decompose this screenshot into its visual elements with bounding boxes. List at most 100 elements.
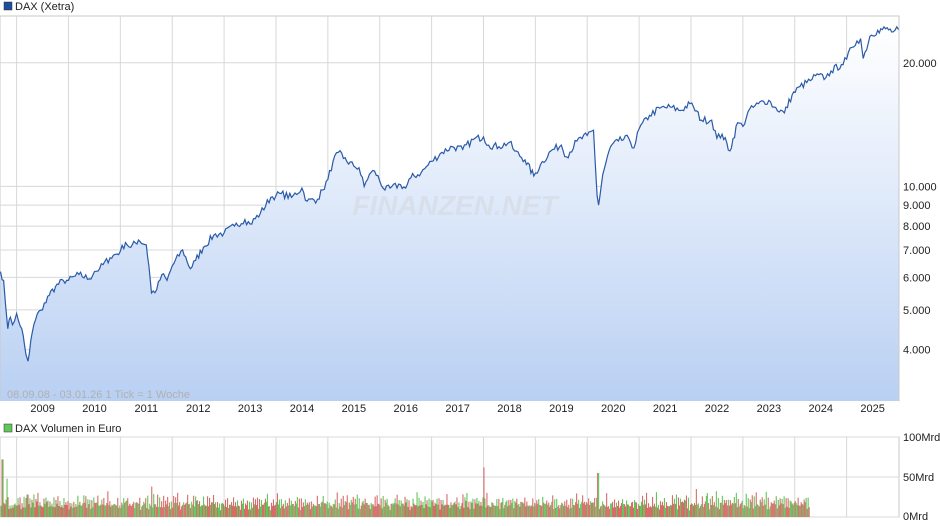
- volume-bar: [665, 502, 667, 517]
- volume-bar: [329, 505, 331, 517]
- volume-bar: [455, 504, 457, 517]
- volume-bar: [612, 501, 614, 517]
- volume-bar: [505, 501, 507, 517]
- volume-bar: [296, 497, 298, 517]
- volume-bar: [688, 510, 690, 517]
- volume-bar: [100, 504, 102, 517]
- volume-bar: [348, 502, 350, 517]
- volume-bar: [613, 507, 615, 517]
- volume-bar: [681, 501, 683, 517]
- volume-bar: [317, 504, 319, 517]
- volume-bar: [324, 503, 326, 517]
- volume-bar: [327, 508, 329, 517]
- volume-bar: [634, 500, 636, 517]
- volume-bar: [544, 504, 546, 517]
- volume-bar: [520, 501, 522, 517]
- volume-bar: [542, 496, 544, 517]
- volume-bar: [535, 504, 537, 517]
- volume-bar: [300, 498, 302, 517]
- volume-bar: [408, 500, 410, 517]
- volume-bar: [643, 504, 645, 517]
- volume-bar: [651, 507, 653, 517]
- volume-bar: [550, 504, 552, 517]
- volume-bar: [511, 502, 513, 517]
- volume-bar: [780, 503, 782, 517]
- volume-bar: [551, 501, 553, 517]
- volume-bar: [43, 498, 45, 517]
- volume-bar: [331, 507, 333, 517]
- volume-bar: [198, 504, 200, 517]
- volume-bar: [354, 498, 356, 517]
- volume-bar: [133, 501, 135, 517]
- volume-bar: [388, 506, 390, 517]
- volume-bar: [531, 505, 533, 517]
- volume-bar: [723, 499, 725, 517]
- volume-bar: [362, 500, 364, 517]
- volume-bar: [230, 504, 232, 517]
- volume-bar: [235, 502, 237, 517]
- volume-bar: [671, 495, 673, 517]
- volume-bar: [23, 496, 25, 517]
- volume-bar: [158, 507, 160, 517]
- volume-bar: [243, 508, 245, 517]
- volume-bar: [397, 504, 399, 517]
- volume-bar: [591, 502, 593, 517]
- volume-bar: [256, 497, 258, 517]
- volume-bar: [479, 505, 481, 517]
- volume-bar: [439, 509, 441, 517]
- volume-bar: [682, 502, 684, 517]
- volume-bar: [655, 492, 657, 517]
- volume-bar: [510, 500, 512, 517]
- volume-bar: [782, 504, 784, 517]
- volume-bar: [105, 505, 107, 517]
- volume-bar: [566, 499, 568, 517]
- volume-bar: [262, 504, 264, 517]
- volume-bar: [370, 502, 372, 517]
- volume-bar: [764, 504, 766, 517]
- volume-bar: [40, 505, 42, 517]
- volume-bar: [375, 506, 377, 517]
- volume-y-tick-label: 50Mrd: [903, 472, 934, 484]
- volume-bar: [285, 506, 287, 517]
- volume-bar: [171, 501, 173, 517]
- volume-bar: [452, 504, 454, 517]
- volume-bar: [328, 502, 330, 517]
- volume-bar: [684, 500, 686, 517]
- volume-bar: [658, 509, 660, 517]
- volume-bar: [518, 503, 520, 517]
- volume-bar: [624, 504, 626, 517]
- volume-bar: [777, 500, 779, 517]
- volume-bar: [405, 502, 407, 517]
- volume-bar: [239, 509, 241, 517]
- volume-bar: [120, 507, 122, 517]
- volume-bar: [433, 505, 435, 517]
- volume-bar: [227, 498, 229, 517]
- price-y-tick-label: 8.000: [903, 221, 931, 233]
- volume-bar: [128, 505, 130, 517]
- x-tick-label: 2022: [705, 403, 729, 415]
- volume-bar: [353, 504, 355, 517]
- volume-bar: [7, 497, 9, 517]
- volume-bar: [117, 497, 119, 517]
- volume-bar: [707, 503, 709, 517]
- volume-bar: [689, 504, 691, 517]
- volume-bar: [330, 505, 332, 517]
- volume-bar: [567, 507, 569, 517]
- volume-bar: [774, 504, 776, 517]
- volume-bar: [314, 505, 316, 517]
- volume-bar: [175, 497, 177, 517]
- volume-bar: [140, 509, 142, 517]
- volume-bar: [712, 505, 714, 517]
- volume-bar: [80, 505, 82, 517]
- volume-bar: [231, 502, 233, 517]
- volume-bar: [765, 491, 767, 517]
- volume-bar: [804, 502, 806, 517]
- volume-bar: [85, 496, 87, 517]
- volume-bar: [165, 500, 167, 517]
- volume-bar: [615, 507, 617, 517]
- volume-bar: [91, 500, 93, 517]
- volume-bar: [313, 505, 315, 517]
- volume-bar: [410, 506, 412, 517]
- volume-bar: [159, 497, 161, 517]
- volume-bar: [584, 501, 586, 517]
